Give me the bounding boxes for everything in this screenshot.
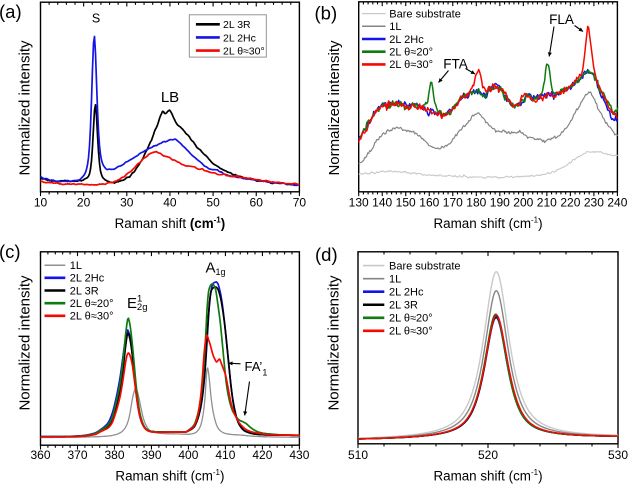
svg-text:70: 70 <box>293 196 307 210</box>
svg-text:510: 510 <box>348 448 368 462</box>
svg-text:160: 160 <box>419 196 439 210</box>
svg-text:2L θ≈20°: 2L θ≈20° <box>70 298 114 310</box>
svg-text:FA’1: FA’1 <box>245 359 268 378</box>
svg-text:2L 2Hc: 2L 2Hc <box>223 32 256 44</box>
svg-text:S: S <box>92 12 100 26</box>
svg-text:240: 240 <box>607 196 627 210</box>
svg-text:420: 420 <box>252 448 272 462</box>
svg-text:2L 2Hc: 2L 2Hc <box>389 287 424 299</box>
svg-text:50: 50 <box>206 196 220 210</box>
svg-text:Normalized intensity: Normalized intensity <box>325 275 342 411</box>
svg-text:40: 40 <box>163 196 177 210</box>
svg-text:Normalized intensity: Normalized intensity <box>16 275 33 411</box>
svg-text:220: 220 <box>560 196 580 210</box>
svg-text:60: 60 <box>250 196 264 210</box>
svg-text:2L θ≈30°: 2L θ≈30° <box>389 326 433 338</box>
svg-text:Bare substrate: Bare substrate <box>389 260 461 272</box>
svg-text:1L: 1L <box>389 273 401 285</box>
svg-text:430: 430 <box>289 448 309 462</box>
svg-text:Normalized intensity: Normalized intensity <box>16 40 33 176</box>
svg-text:130: 130 <box>349 196 369 210</box>
svg-text:2L 3R: 2L 3R <box>223 19 251 31</box>
svg-text:2L 3R: 2L 3R <box>389 300 418 312</box>
svg-text:2L θ≈20°: 2L θ≈20° <box>389 47 433 59</box>
svg-text:(b): (b) <box>315 3 338 24</box>
svg-text:200: 200 <box>513 196 533 210</box>
svg-text:410: 410 <box>215 448 235 462</box>
svg-text:(c): (c) <box>0 241 21 262</box>
svg-text:10: 10 <box>34 196 48 210</box>
svg-text:2L 2Hc: 2L 2Hc <box>389 34 424 46</box>
svg-text:190: 190 <box>490 196 510 210</box>
svg-text:210: 210 <box>537 196 557 210</box>
svg-text:2L θ≈20°: 2L θ≈20° <box>389 313 433 325</box>
svg-text:140: 140 <box>372 196 392 210</box>
svg-text:400: 400 <box>178 448 198 462</box>
svg-text:530: 530 <box>608 448 628 462</box>
svg-text:LB: LB <box>161 89 179 106</box>
svg-text:Raman shift (cm-1): Raman shift (cm-1) <box>433 468 542 484</box>
svg-text:Normalized intensity: Normalized intensity <box>326 40 343 176</box>
svg-text:Raman shift (cm-1): Raman shift (cm-1) <box>434 216 543 232</box>
svg-text:1L: 1L <box>389 21 401 33</box>
svg-text:390: 390 <box>141 448 161 462</box>
svg-text:180: 180 <box>466 196 486 210</box>
svg-text:Raman shift (cm-1): Raman shift (cm-1) <box>115 216 226 232</box>
svg-text:370: 370 <box>67 448 87 462</box>
svg-text:360: 360 <box>30 448 50 462</box>
svg-text:2L 3R: 2L 3R <box>70 285 99 297</box>
svg-text:FTA: FTA <box>443 57 468 72</box>
svg-text:150: 150 <box>396 196 416 210</box>
svg-text:230: 230 <box>584 196 604 210</box>
svg-text:170: 170 <box>443 196 463 210</box>
svg-text:2L θ≈30°: 2L θ≈30° <box>70 311 114 323</box>
svg-text:Bare substrate: Bare substrate <box>389 8 461 20</box>
svg-text:Raman shift (cm-1): Raman shift (cm-1) <box>115 468 224 484</box>
svg-text:20: 20 <box>77 196 91 210</box>
svg-text:520: 520 <box>478 448 498 462</box>
svg-text:2L θ≈30°: 2L θ≈30° <box>223 45 265 57</box>
svg-text:30: 30 <box>120 196 134 210</box>
svg-text:(a): (a) <box>0 1 22 22</box>
svg-text:2L θ≈30°: 2L θ≈30° <box>389 59 433 71</box>
svg-text:FLA: FLA <box>549 12 574 27</box>
svg-text:2L 2Hc: 2L 2Hc <box>70 273 105 285</box>
svg-text:1L: 1L <box>70 260 82 272</box>
svg-text:(d): (d) <box>315 244 338 265</box>
svg-text:380: 380 <box>104 448 124 462</box>
